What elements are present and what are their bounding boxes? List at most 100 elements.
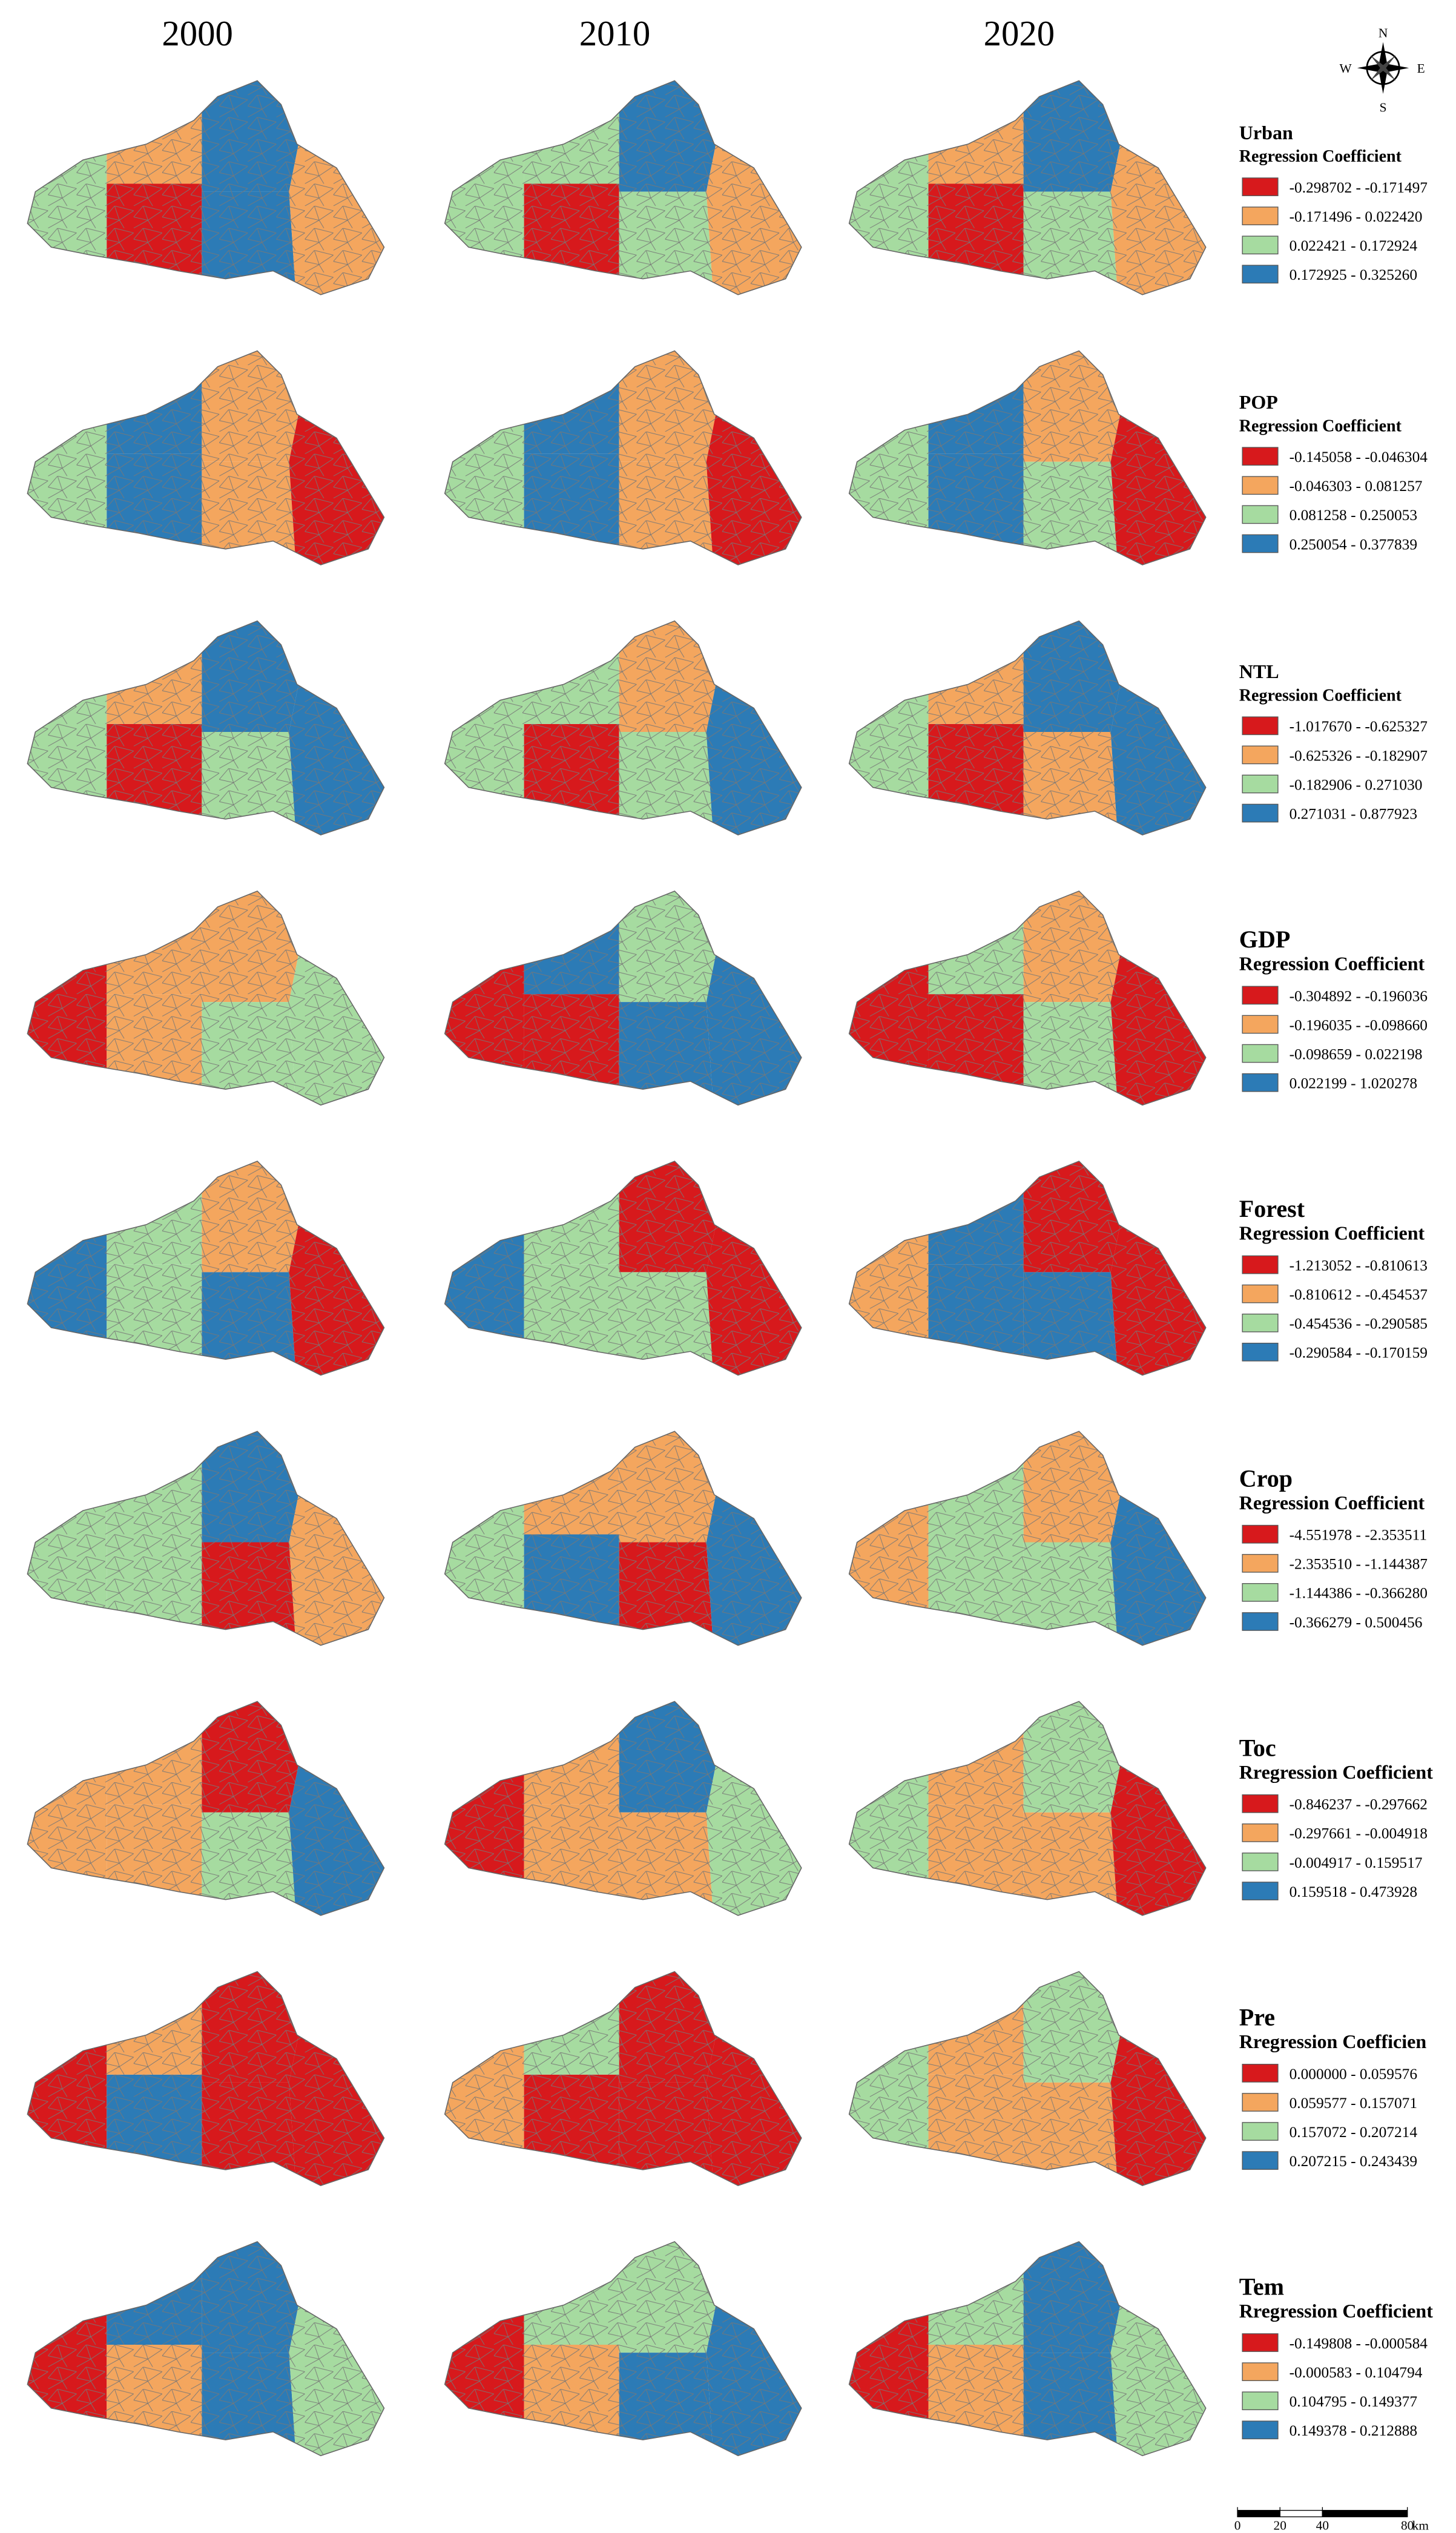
township-borders	[27, 1971, 384, 2186]
map-panel	[27, 350, 385, 565]
map-outline	[848, 1431, 1207, 1646]
legend-swatch	[1242, 2391, 1279, 2411]
legend-label: -0.810612 - -0.454537	[1290, 1286, 1428, 1303]
legend-label: -2.353510 - -1.144387	[1290, 1556, 1428, 1573]
legend-label: -0.145058 - -0.046304	[1290, 449, 1428, 466]
year-header: 2000	[162, 14, 233, 53]
legend-swatch	[1242, 265, 1279, 284]
legend-swatch	[1242, 236, 1279, 255]
map-panel	[444, 80, 802, 295]
township-borders	[444, 1161, 802, 1375]
map-outline	[27, 890, 385, 1106]
map-zones	[849, 1971, 1206, 2186]
map-outline	[848, 890, 1207, 1106]
map-panel	[27, 1431, 385, 1646]
map-panel	[444, 1701, 802, 1916]
township-borders	[444, 2241, 802, 2456]
map-zones	[849, 1701, 1206, 1915]
map-zones	[27, 351, 384, 565]
map-outline	[444, 2241, 802, 2457]
map-panel	[27, 2241, 385, 2457]
legend-swatch	[1242, 745, 1279, 765]
legend-swatch	[1242, 2093, 1279, 2112]
legend-subtitle: Regression Coefficient	[1239, 686, 1402, 705]
compass-e: E	[1417, 61, 1425, 76]
compass: N S E W	[1339, 25, 1425, 114]
map-zones	[849, 891, 1206, 1105]
legend-label: -0.846237 - -0.297662	[1290, 1796, 1428, 1813]
township-borders	[27, 1431, 384, 1645]
legend-title: Forest	[1239, 1195, 1305, 1222]
legend-label: 0.250054 - 0.377839	[1290, 536, 1417, 553]
township-borders	[849, 1971, 1206, 2186]
map-outline	[27, 1161, 385, 1376]
legend-subtitle: Regression Coefficient	[1239, 417, 1402, 435]
legend-subtitle: Regression Coefficient	[1239, 1492, 1425, 1514]
map-outline	[848, 620, 1207, 836]
map-outline	[444, 350, 802, 565]
legend-title: Tem	[1239, 2273, 1284, 2301]
map-panel	[848, 620, 1207, 836]
legend-label: 0.022421 - 0.172924	[1290, 237, 1418, 254]
map-panel	[27, 1161, 385, 1376]
legend-swatch	[1242, 2333, 1279, 2352]
legend-swatch	[1242, 2064, 1279, 2083]
map-outline	[27, 2241, 385, 2457]
map-zones	[444, 621, 802, 835]
map-outline	[444, 620, 802, 836]
township-borders	[849, 1701, 1206, 1915]
map-panel	[444, 1971, 802, 2186]
legend-swatch	[1242, 206, 1279, 226]
map-zones	[27, 1161, 384, 1375]
legend-swatch	[1242, 1882, 1279, 1900]
legend-swatch	[1242, 1524, 1279, 1544]
legend-label: -0.297661 - -0.004918	[1290, 1825, 1428, 1842]
legend-label: -0.290584 - -0.170159	[1290, 1345, 1428, 1362]
map-zones	[849, 621, 1206, 835]
legend-title: NTL	[1239, 660, 1279, 682]
map-panel	[848, 350, 1207, 565]
map-zones	[444, 351, 802, 565]
map-outline	[444, 1701, 802, 1916]
legend-label: 0.059577 - 0.157071	[1290, 2095, 1417, 2112]
legend-label: -0.625326 - -0.182907	[1290, 747, 1428, 764]
legend-swatch	[1242, 1794, 1279, 1813]
map-panel	[27, 1701, 385, 1916]
scale-label: 0	[1234, 2518, 1241, 2533]
legend-swatch	[1242, 1342, 1279, 1362]
legend-label: 0.104795 - 0.149377	[1290, 2393, 1417, 2410]
legend-label: -0.298702 - -0.171497	[1290, 179, 1428, 196]
legend-label: 0.157072 - 0.207214	[1290, 2124, 1418, 2141]
map-outline	[848, 1161, 1207, 1376]
legend-label: -0.171496 - 0.022420	[1290, 208, 1423, 225]
map-outline	[848, 1971, 1207, 2186]
map-zones	[849, 2241, 1206, 2456]
scale-unit: km	[1412, 2518, 1429, 2533]
map-panel	[444, 1161, 802, 1376]
township-borders	[849, 621, 1206, 835]
township-borders	[444, 351, 802, 565]
legend-swatch	[1242, 177, 1279, 196]
legend-label: 0.207215 - 0.243439	[1290, 2153, 1417, 2170]
map-panel	[444, 620, 802, 836]
legend-label: 0.271031 - 0.877923	[1290, 805, 1417, 822]
compass-w: W	[1339, 61, 1352, 76]
legend-swatch	[1242, 476, 1279, 495]
township-borders	[27, 81, 384, 295]
township-borders	[27, 1161, 384, 1375]
legend-label: 0.022199 - 1.020278	[1290, 1075, 1417, 1092]
legend-swatch	[1242, 2420, 1279, 2440]
map-outline	[27, 620, 385, 836]
map-panel	[848, 2241, 1207, 2457]
map-panel	[444, 1431, 802, 1646]
map-zones	[444, 1161, 802, 1375]
legend-label: 0.149378 - 0.212888	[1290, 2422, 1417, 2439]
map-zones	[849, 1161, 1206, 1375]
legend-swatch	[1242, 447, 1279, 466]
map-zones	[444, 1431, 802, 1645]
map-outline	[444, 1161, 802, 1376]
legend-swatch	[1242, 1313, 1279, 1332]
legend-swatch	[1242, 1823, 1279, 1842]
